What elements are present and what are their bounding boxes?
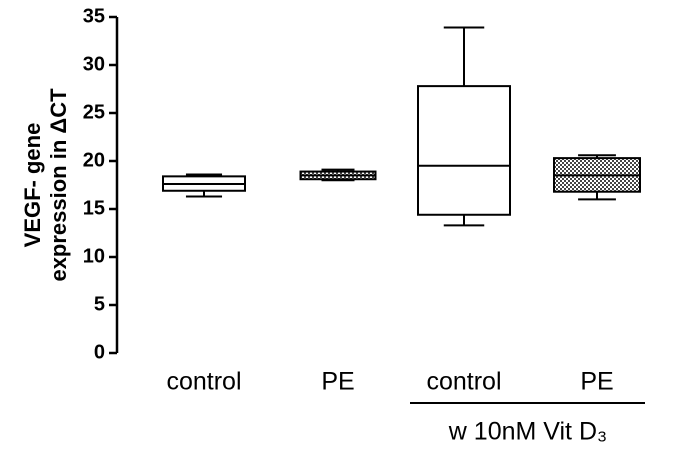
y-tick-label: 20 [83,149,105,171]
y-tick-label: 30 [83,53,105,75]
x-tick-label: PE [580,368,613,396]
y-tick-label: 15 [83,197,105,219]
y-tick-label: 25 [83,101,105,123]
x-tick-label: control [166,368,241,396]
y-tick-label: 0 [94,341,105,363]
y-tick-label: 5 [94,293,105,315]
x-tick-label: PE [321,368,354,396]
x-tick-label: control [426,368,501,396]
box [417,85,511,216]
y-tick-label: 10 [83,245,105,267]
group-label: w 10nM Vit D₃ [448,418,607,446]
y-axis-label: expression in ΔCT [46,88,71,282]
y-tick-label: 35 [83,5,105,27]
y-axis-label: VEGF- gene [20,123,45,248]
